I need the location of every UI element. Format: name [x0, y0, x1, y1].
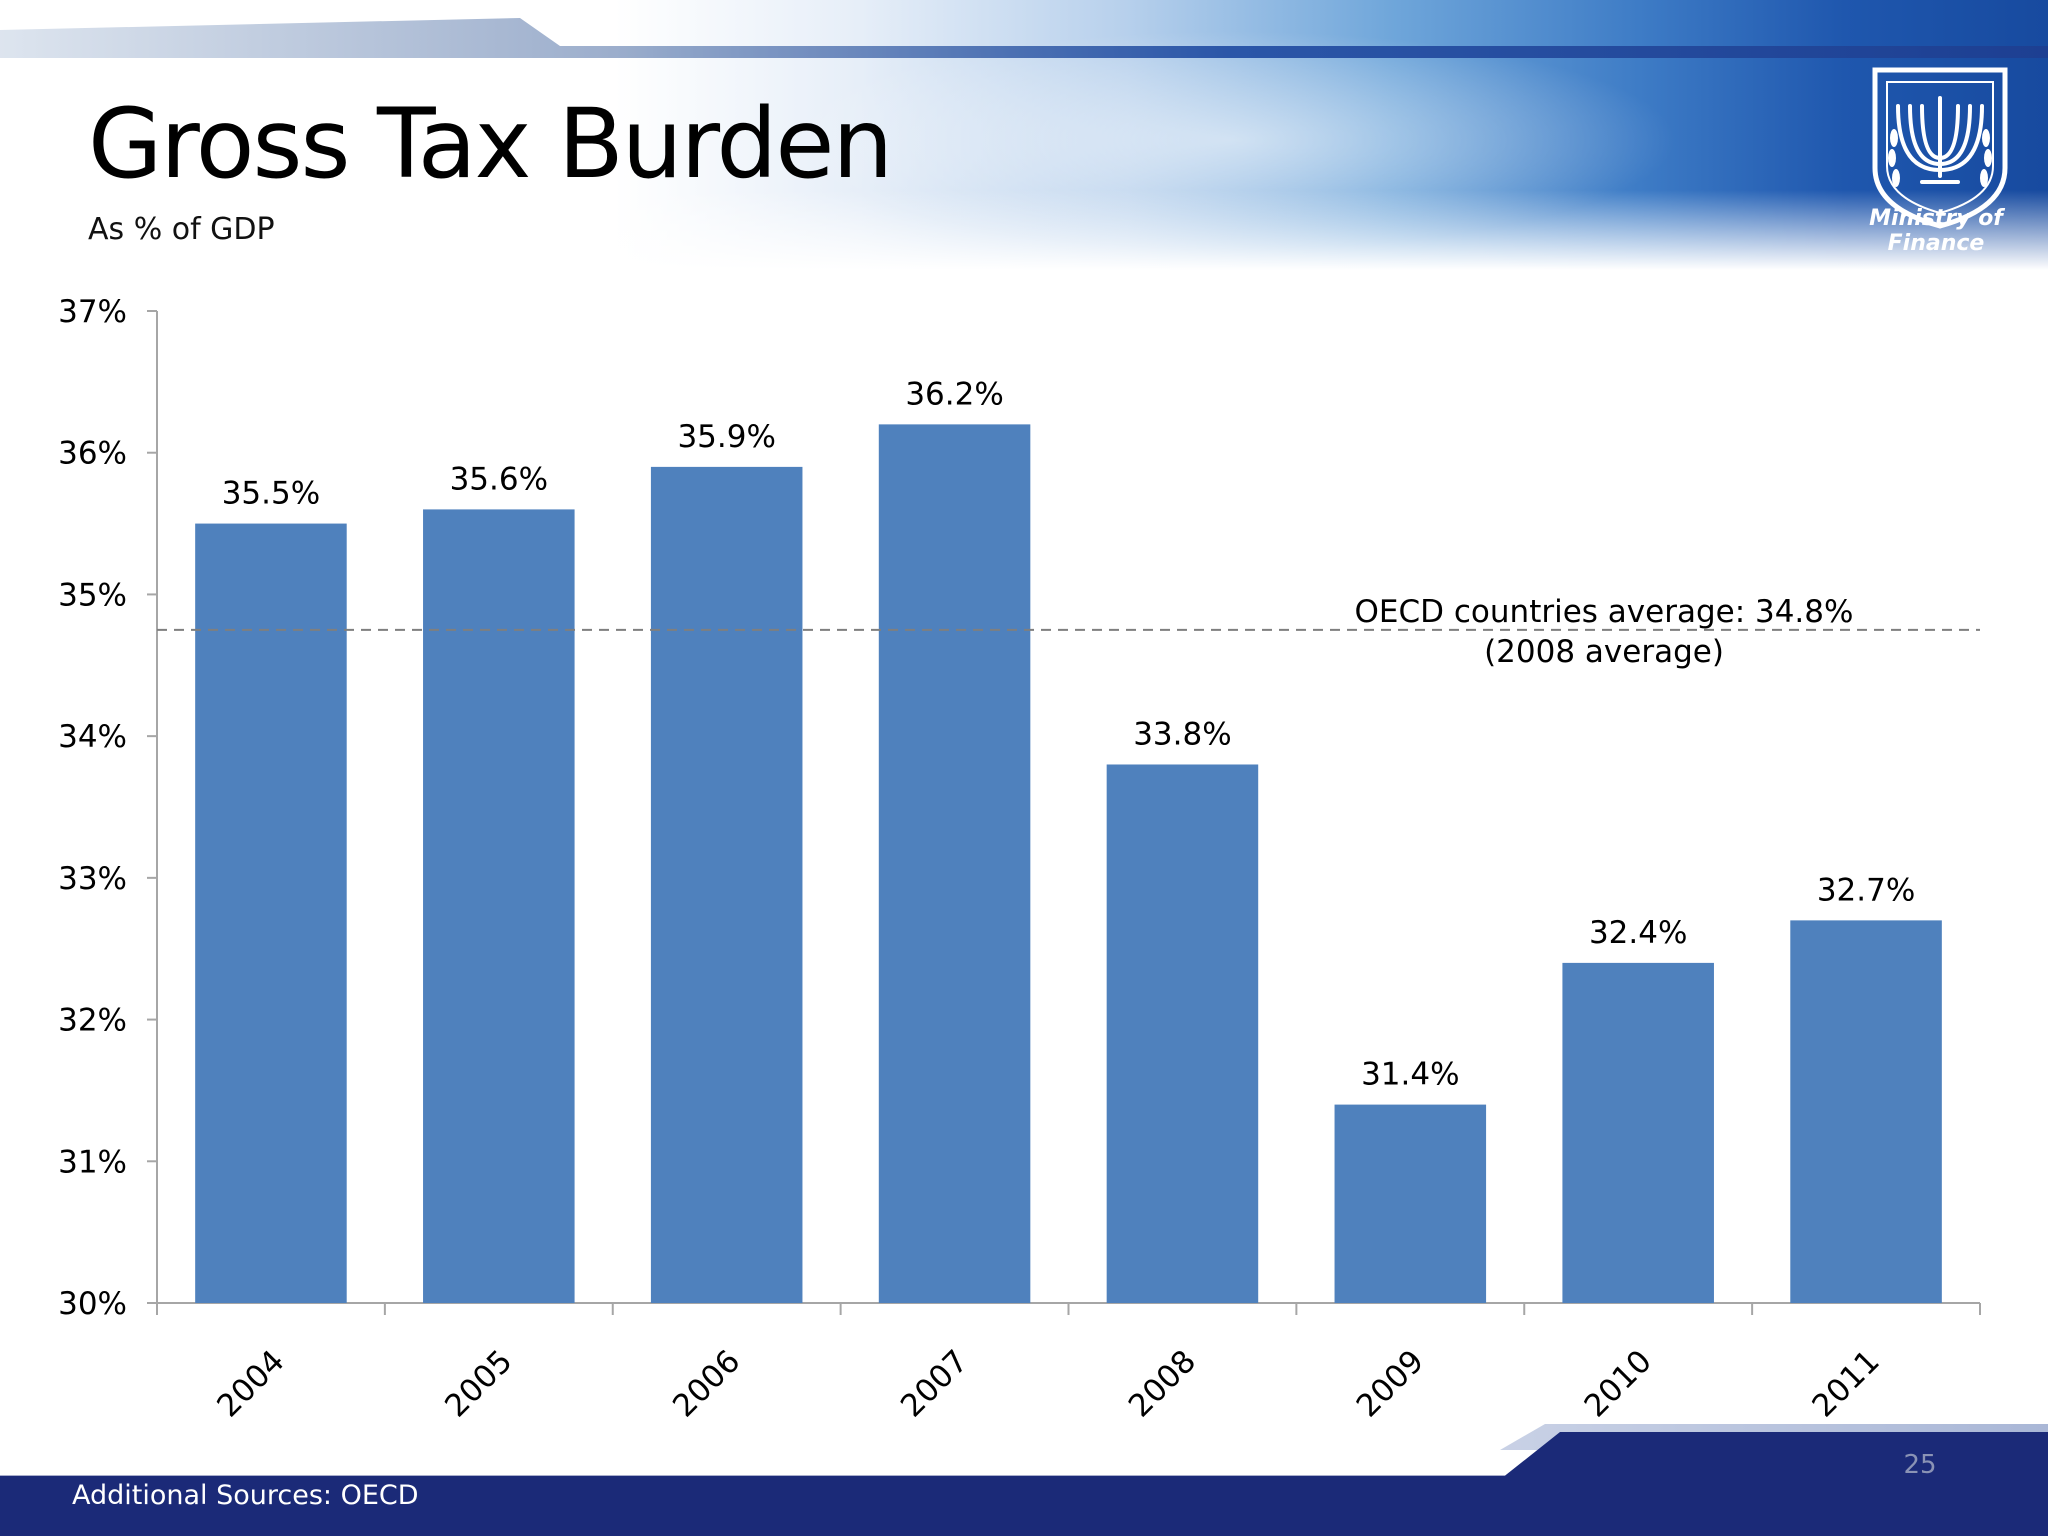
x-tick-label: 2011 — [1805, 1343, 1886, 1424]
y-tick-label: 30% — [58, 1286, 127, 1322]
oecd-average-note: (2008 average) — [1484, 634, 1724, 670]
x-tick-label: 2007 — [894, 1343, 975, 1424]
bar-value-label: 33.8% — [1133, 716, 1231, 752]
bar-value-label: 31.4% — [1361, 1057, 1459, 1093]
bar — [1334, 1104, 1487, 1303]
footer-source: Additional Sources: OECD — [72, 1480, 419, 1511]
y-tick-label: 35% — [58, 577, 127, 613]
y-tick-label: 34% — [58, 719, 127, 755]
page-title: Gross Tax Burden — [88, 88, 893, 200]
y-tick-label: 36% — [58, 436, 127, 472]
bar-value-label: 36.2% — [905, 376, 1003, 412]
y-tick-label: 31% — [58, 1144, 127, 1180]
bar-value-label: 35.9% — [677, 419, 775, 455]
page-number: 25 — [1903, 1450, 1937, 1480]
y-tick-label: 37% — [58, 294, 127, 330]
x-tick-label: 2008 — [1122, 1343, 1203, 1424]
bar-value-label: 35.5% — [222, 476, 320, 512]
bar — [878, 424, 1031, 1303]
bar-chart: 30% 31% 32% 33% 34% 35% 36% 37% 35.5% 2004 35.6% 2… — [58, 294, 1981, 1424]
logo-caption: Ministry of Finance — [1869, 206, 2003, 256]
x-tick-label: 2006 — [666, 1343, 747, 1424]
bar — [1790, 920, 1942, 1303]
x-tick-label: 2009 — [1350, 1343, 1431, 1424]
menorah-emblem-icon — [1872, 67, 2008, 229]
x-tick-label: 2005 — [438, 1343, 519, 1424]
bar — [1106, 764, 1259, 1303]
x-tick-label: 2010 — [1578, 1343, 1659, 1424]
bar — [423, 509, 575, 1303]
bar — [650, 466, 803, 1303]
header-fade — [0, 190, 2048, 270]
y-tick-label: 33% — [58, 861, 127, 897]
bar-value-label: 35.6% — [450, 461, 548, 497]
oecd-average-label: OECD countries average: 34.8% — [1355, 594, 1854, 630]
page-subtitle: As % of GDP — [88, 212, 275, 247]
bar-value-label: 32.4% — [1589, 915, 1687, 951]
x-tick-label: 2004 — [210, 1343, 291, 1424]
bar — [195, 523, 347, 1303]
y-tick-label: 32% — [58, 1003, 127, 1039]
bar — [1562, 962, 1714, 1303]
bar-value-label: 32.7% — [1817, 872, 1915, 908]
